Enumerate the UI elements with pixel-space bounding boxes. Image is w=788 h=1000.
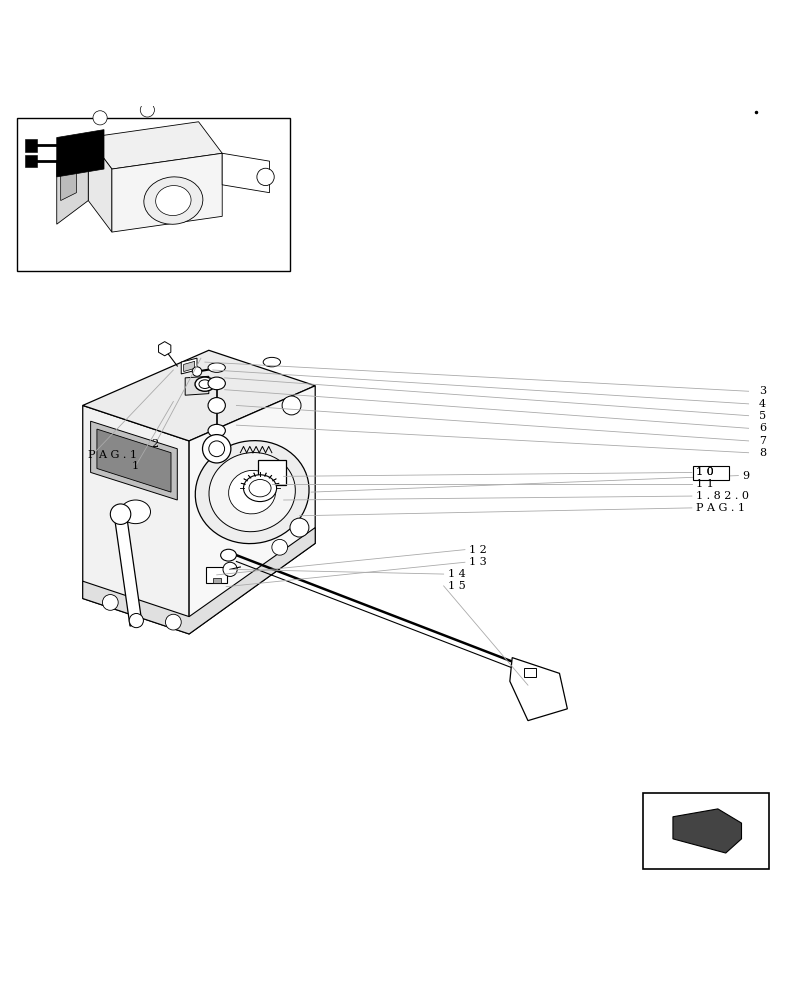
Ellipse shape [209,453,296,532]
Text: 1 2: 1 2 [469,545,487,555]
Circle shape [165,614,181,630]
Polygon shape [88,122,222,169]
Text: 1 . 8 2 . 0: 1 . 8 2 . 0 [696,491,749,501]
Bar [643,793,769,869]
Circle shape [192,367,202,376]
Text: 5: 5 [759,411,766,421]
Ellipse shape [195,377,214,391]
Circle shape [257,168,274,186]
Text: 8: 8 [759,448,766,458]
Ellipse shape [229,470,276,514]
Polygon shape [222,153,269,193]
Ellipse shape [156,186,191,216]
Polygon shape [673,809,742,853]
Polygon shape [510,658,567,721]
Circle shape [223,562,237,576]
Circle shape [290,518,309,537]
Text: 1: 1 [132,461,139,471]
Ellipse shape [144,177,203,224]
Polygon shape [158,342,171,356]
Polygon shape [57,138,88,224]
Circle shape [93,111,107,125]
Bar [213,578,221,583]
Ellipse shape [208,377,225,390]
Bar [25,155,37,167]
Text: 1 4: 1 4 [448,569,466,579]
Polygon shape [181,358,197,374]
Polygon shape [185,376,209,395]
Ellipse shape [263,357,281,367]
Circle shape [272,539,288,555]
Text: 7: 7 [759,436,766,446]
Ellipse shape [195,441,309,544]
Text: 2: 2 [151,439,158,449]
Ellipse shape [208,424,225,437]
Polygon shape [88,138,112,232]
Text: 1 1: 1 1 [696,479,714,489]
Text: 6: 6 [759,423,766,433]
Ellipse shape [243,475,277,502]
Circle shape [129,613,143,628]
Polygon shape [83,350,315,441]
Circle shape [209,441,225,457]
Circle shape [102,595,118,610]
Polygon shape [97,429,171,492]
Ellipse shape [208,398,225,413]
Circle shape [110,504,131,524]
Text: 1 3: 1 3 [469,557,487,567]
Polygon shape [114,512,142,626]
Ellipse shape [249,480,271,497]
Circle shape [203,435,231,463]
Polygon shape [189,386,315,634]
Text: P A G . 1: P A G . 1 [696,503,745,513]
Text: 1 5: 1 5 [448,581,466,591]
Bar [258,460,286,485]
Polygon shape [83,528,315,634]
Bar [524,668,536,677]
Bar [25,139,37,152]
Polygon shape [91,421,177,500]
Polygon shape [61,165,76,201]
Ellipse shape [208,363,225,372]
Ellipse shape [199,380,210,388]
Text: P A G . 1: P A G . 1 [88,450,137,460]
Ellipse shape [221,549,236,561]
Polygon shape [184,361,195,372]
Text: 4: 4 [759,399,766,409]
Ellipse shape [121,500,151,524]
Polygon shape [57,130,104,177]
Polygon shape [83,405,189,634]
Polygon shape [112,153,222,232]
Text: 1 0: 1 0 [696,467,714,477]
Bar [206,567,227,583]
Text: 9: 9 [742,471,749,481]
Circle shape [140,103,154,117]
Text: 1 0: 1 0 [696,467,714,477]
Circle shape [282,396,301,415]
Bar [693,466,729,480]
Bar [17,118,290,271]
Text: 3: 3 [759,386,766,396]
